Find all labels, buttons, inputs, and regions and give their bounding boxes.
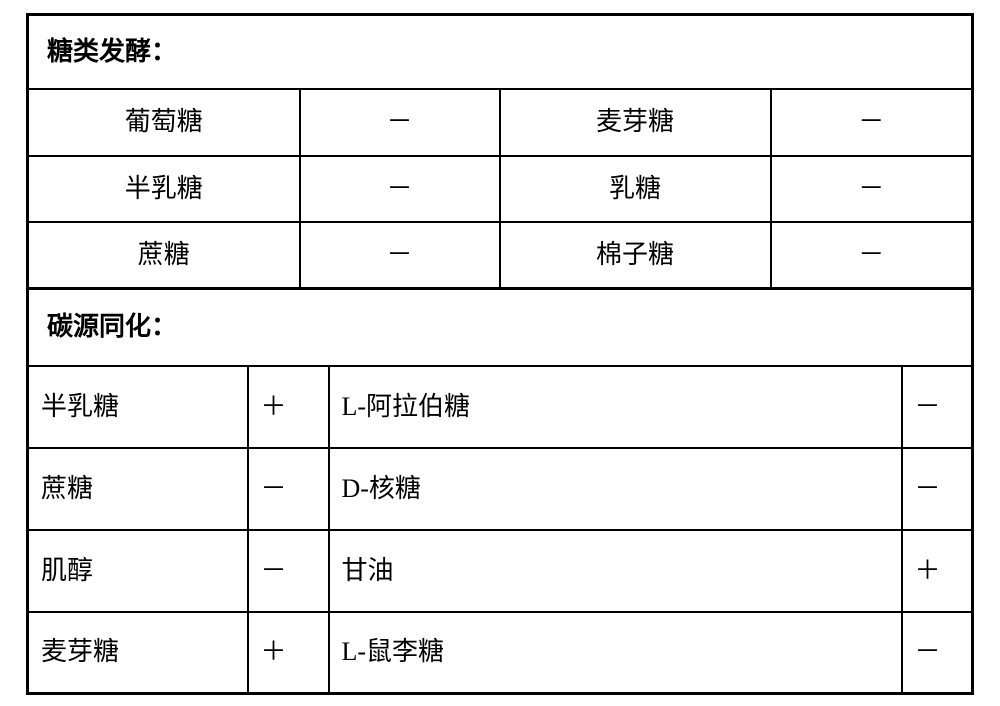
sugar-name: 葡萄糖 [28, 89, 300, 156]
carbon-name: L-鼠李糖 [329, 612, 902, 694]
carbon-value: ＋ [902, 530, 973, 612]
carbon-value: － [902, 448, 973, 530]
sugar-value: － [300, 89, 500, 156]
table-row: 肌醇 － 甘油 ＋ [28, 530, 973, 612]
sugar-value: － [771, 222, 973, 289]
table-row: 麦芽糖 ＋ L-鼠李糖 － [28, 612, 973, 694]
sugar-value: － [300, 156, 500, 222]
table-row: 半乳糖 － 乳糖 － [28, 156, 973, 222]
carbon-name: 半乳糖 [28, 366, 248, 448]
sugar-value: － [771, 156, 973, 222]
carbon-value: ＋ [248, 612, 329, 694]
carbon-value: － [248, 448, 329, 530]
carbon-name: L-阿拉伯糖 [329, 366, 902, 448]
sugar-name: 半乳糖 [28, 156, 300, 222]
sugar-fermentation-table: 糖类发酵： 葡萄糖 － 麦芽糖 － 半乳糖 － 乳糖 － 蔗糖 － 棉子糖 － [26, 13, 974, 290]
sugar-value: － [300, 222, 500, 289]
t1-header-row: 糖类发酵： [28, 15, 973, 89]
sugar-name: 蔗糖 [28, 222, 300, 289]
t2-header-row: 碳源同化： [28, 289, 973, 366]
table-row: 蔗糖 － D-核糖 － [28, 448, 973, 530]
carbon-name: 甘油 [329, 530, 902, 612]
carbon-value: － [902, 366, 973, 448]
carbon-assimilation-title: 碳源同化： [28, 289, 973, 366]
sugar-value: － [771, 89, 973, 156]
sugar-name: 棉子糖 [500, 222, 771, 289]
table-row: 葡萄糖 － 麦芽糖 － [28, 89, 973, 156]
sugar-fermentation-title: 糖类发酵： [28, 15, 973, 89]
carbon-name: 蔗糖 [28, 448, 248, 530]
carbon-name: D-核糖 [329, 448, 902, 530]
table-row: 半乳糖 ＋ L-阿拉伯糖 － [28, 366, 973, 448]
sugar-name: 乳糖 [500, 156, 771, 222]
table-row: 蔗糖 － 棉子糖 － [28, 222, 973, 289]
carbon-value: － [248, 530, 329, 612]
carbon-value: － [902, 612, 973, 694]
carbon-value: ＋ [248, 366, 329, 448]
carbon-name: 肌醇 [28, 530, 248, 612]
sugar-name: 麦芽糖 [500, 89, 771, 156]
carbon-name: 麦芽糖 [28, 612, 248, 694]
carbon-assimilation-table: 碳源同化： 半乳糖 ＋ L-阿拉伯糖 － 蔗糖 － D-核糖 － 肌醇 － 甘油… [26, 287, 974, 695]
